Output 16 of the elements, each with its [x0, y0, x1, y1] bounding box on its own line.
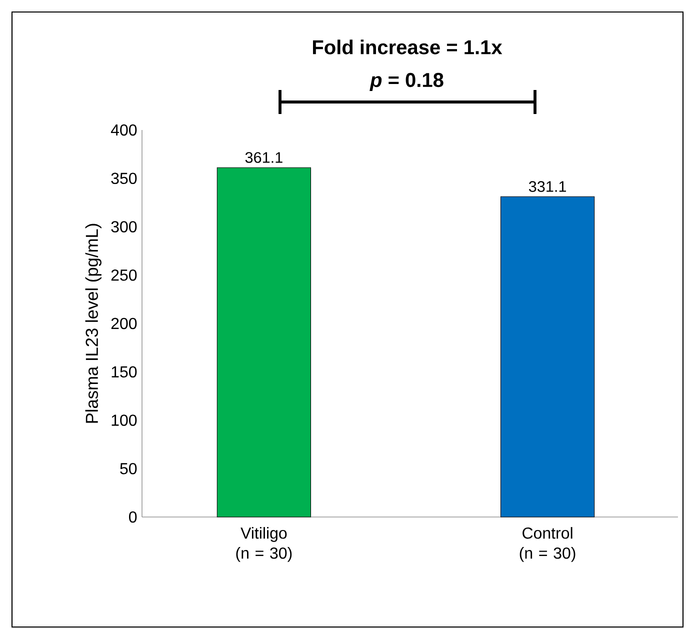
y-tick-label: 250: [111, 269, 137, 281]
y-tick-label: 150: [112, 366, 137, 378]
x-tick-label: Vitiligo (n = 30): [236, 527, 292, 562]
x-tick-label: Control (n = 30): [520, 527, 576, 562]
y-tick-label: 400: [110, 124, 137, 136]
y-tick-label: 50: [120, 462, 137, 474]
data-label: 331.1: [528, 181, 566, 192]
y-tick-label: 100: [112, 414, 137, 426]
text: p = 0.18: [370, 72, 444, 92]
y-tick-label: 350: [111, 172, 137, 184]
y-tick-label: 0: [129, 511, 137, 523]
y-tick-label: 200: [111, 318, 137, 330]
data-label: 361.1: [245, 152, 282, 163]
y-tick-label: 300: [111, 221, 137, 232]
text: Fold increase = 1.1x: [313, 40, 502, 54]
y-axis-title: Plasma IL23 level (pg/mL): [85, 224, 102, 423]
